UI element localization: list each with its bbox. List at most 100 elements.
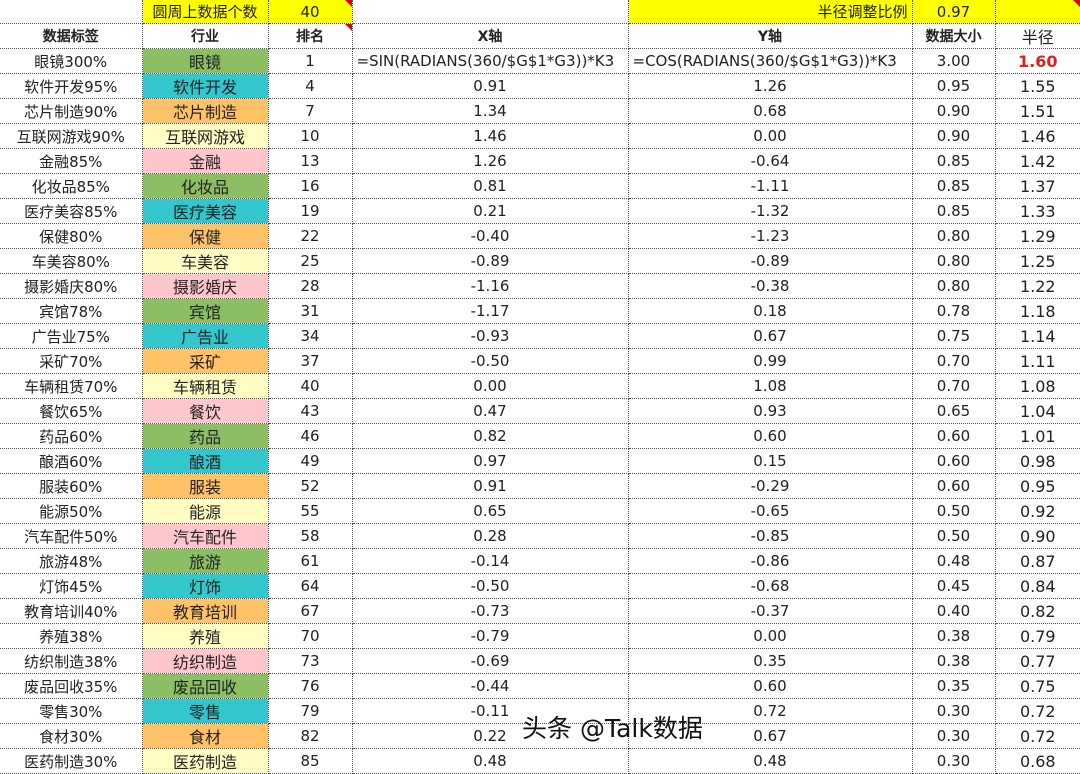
data-size-cell[interactable]: 0.95 <box>911 73 996 99</box>
radius-cell[interactable]: 1.22 <box>994 273 1080 299</box>
x-axis-cell[interactable]: -0.93 <box>351 323 629 349</box>
radius-cell[interactable]: 1.29 <box>994 223 1080 249</box>
data-label-cell[interactable]: 保健80% <box>0 223 143 249</box>
data-size-cell[interactable]: 0.80 <box>911 273 996 299</box>
data-size-cell[interactable]: 0.48 <box>911 548 996 574</box>
count-label-cell[interactable]: 圆周上数据个数 <box>141 0 269 24</box>
y-axis-cell[interactable]: 0.00 <box>627 123 913 149</box>
industry-cell[interactable]: 药品 <box>141 423 269 449</box>
x-axis-cell[interactable]: -0.69 <box>351 648 629 674</box>
data-label-cell[interactable]: 互联网游戏90% <box>0 123 143 149</box>
y-axis-cell[interactable]: -1.23 <box>627 223 913 249</box>
y-axis-cell[interactable]: -0.86 <box>627 548 913 574</box>
industry-cell[interactable]: 车美容 <box>141 248 269 274</box>
data-size-cell[interactable]: 0.35 <box>911 673 996 699</box>
data-label-cell[interactable]: 软件开发95% <box>0 73 143 99</box>
rank-cell[interactable]: 79 <box>267 698 353 724</box>
x-axis-cell[interactable]: 0.82 <box>351 423 629 449</box>
radius-cell[interactable]: 0.72 <box>994 698 1080 724</box>
data-size-cell[interactable]: 0.60 <box>911 423 996 449</box>
y-axis-cell[interactable]: 0.93 <box>627 398 913 424</box>
radius-cell[interactable]: 0.87 <box>994 548 1080 574</box>
y-axis-cell[interactable]: 1.08 <box>627 373 913 399</box>
rank-cell[interactable]: 16 <box>267 173 353 199</box>
x-axis-cell[interactable]: -0.44 <box>351 673 629 699</box>
rank-cell[interactable]: 13 <box>267 148 353 174</box>
y-axis-cell[interactable]: -0.65 <box>627 498 913 524</box>
data-size-cell[interactable]: 0.70 <box>911 373 996 399</box>
data-label-cell[interactable]: 旅游48% <box>0 548 143 574</box>
industry-cell[interactable]: 汽车配件 <box>141 523 269 549</box>
radius-cell[interactable]: 1.18 <box>994 298 1080 324</box>
x-axis-cell[interactable]: -0.50 <box>351 348 629 374</box>
data-size-cell[interactable]: 0.60 <box>911 473 996 499</box>
x-axis-cell[interactable]: 0.97 <box>351 448 629 474</box>
industry-cell[interactable]: 灯饰 <box>141 573 269 599</box>
data-label-cell[interactable]: 酿酒60% <box>0 448 143 474</box>
y-axis-cell[interactable]: 0.60 <box>627 673 913 699</box>
y-axis-cell[interactable]: 0.00 <box>627 623 913 649</box>
count-value-cell[interactable]: 40 <box>267 0 353 24</box>
data-size-cell[interactable]: 0.75 <box>911 323 996 349</box>
x-axis-cell[interactable]: 0.91 <box>351 473 629 499</box>
industry-cell[interactable]: 废品回收 <box>141 673 269 699</box>
data-size-cell[interactable]: 0.50 <box>911 523 996 549</box>
industry-cell[interactable]: 互联网游戏 <box>141 123 269 149</box>
header-data-label[interactable]: 数据标签 <box>0 23 143 49</box>
rank-cell[interactable]: 67 <box>267 598 353 624</box>
industry-cell[interactable]: 采矿 <box>141 348 269 374</box>
data-label-cell[interactable]: 采矿70% <box>0 348 143 374</box>
x-axis-cell[interactable]: -0.73 <box>351 598 629 624</box>
x-axis-cell[interactable]: =SIN(RADIANS(360/$G$1*G3))*K3 <box>351 48 629 74</box>
y-axis-cell[interactable]: -0.29 <box>627 473 913 499</box>
data-label-cell[interactable]: 车辆租赁70% <box>0 373 143 399</box>
data-label-cell[interactable]: 广告业75% <box>0 323 143 349</box>
radius-cell[interactable]: 0.84 <box>994 573 1080 599</box>
y-axis-cell[interactable]: 0.60 <box>627 423 913 449</box>
industry-cell[interactable]: 纺织制造 <box>141 648 269 674</box>
rank-cell[interactable]: 73 <box>267 648 353 674</box>
data-size-cell[interactable]: 0.65 <box>911 398 996 424</box>
radius-cell[interactable]: 1.55 <box>994 73 1080 99</box>
data-label-cell[interactable]: 能源50% <box>0 498 143 524</box>
data-label-cell[interactable]: 汽车配件50% <box>0 523 143 549</box>
rank-cell[interactable]: 85 <box>267 748 353 774</box>
radius-cell[interactable]: 0.95 <box>994 473 1080 499</box>
comment-marker-icon[interactable] <box>1073 0 1080 7</box>
data-size-cell[interactable]: 0.78 <box>911 298 996 324</box>
industry-cell[interactable]: 车辆租赁 <box>141 373 269 399</box>
rank-cell[interactable]: 28 <box>267 273 353 299</box>
y-axis-cell[interactable]: 0.68 <box>627 98 913 124</box>
y-axis-cell[interactable]: 0.72 <box>627 698 913 724</box>
radius-cell[interactable]: 0.72 <box>994 723 1080 749</box>
data-size-cell[interactable]: 0.45 <box>911 573 996 599</box>
data-size-cell[interactable]: 0.30 <box>911 748 996 774</box>
data-label-cell[interactable]: 金融85% <box>0 148 143 174</box>
rank-cell[interactable]: 43 <box>267 398 353 424</box>
header-radius[interactable]: 半径 <box>994 23 1080 49</box>
data-label-cell[interactable]: 化妆品85% <box>0 173 143 199</box>
data-label-cell[interactable]: 车美容80% <box>0 248 143 274</box>
data-label-cell[interactable]: 餐饮65% <box>0 398 143 424</box>
data-size-cell[interactable]: 0.80 <box>911 223 996 249</box>
header-x-axis[interactable]: X轴 <box>351 23 629 49</box>
x-axis-cell[interactable]: -1.17 <box>351 298 629 324</box>
rank-cell[interactable]: 64 <box>267 573 353 599</box>
rank-cell[interactable]: 1 <box>267 48 353 74</box>
x-axis-cell[interactable]: 0.00 <box>351 373 629 399</box>
rank-cell[interactable]: 61 <box>267 548 353 574</box>
cell-empty[interactable] <box>351 0 629 24</box>
radius-cell[interactable]: 0.92 <box>994 498 1080 524</box>
data-size-cell[interactable]: 0.85 <box>911 198 996 224</box>
data-label-cell[interactable]: 食材30% <box>0 723 143 749</box>
rank-cell[interactable]: 31 <box>267 298 353 324</box>
data-label-cell[interactable]: 宾馆78% <box>0 298 143 324</box>
x-axis-cell[interactable]: -0.14 <box>351 548 629 574</box>
data-size-cell[interactable]: 0.85 <box>911 148 996 174</box>
rank-cell[interactable]: 37 <box>267 348 353 374</box>
x-axis-cell[interactable]: 0.28 <box>351 523 629 549</box>
radius-cell[interactable]: 1.33 <box>994 198 1080 224</box>
radius-cell[interactable]: 0.77 <box>994 648 1080 674</box>
cell-empty[interactable] <box>994 0 1080 24</box>
rank-cell[interactable]: 10 <box>267 123 353 149</box>
